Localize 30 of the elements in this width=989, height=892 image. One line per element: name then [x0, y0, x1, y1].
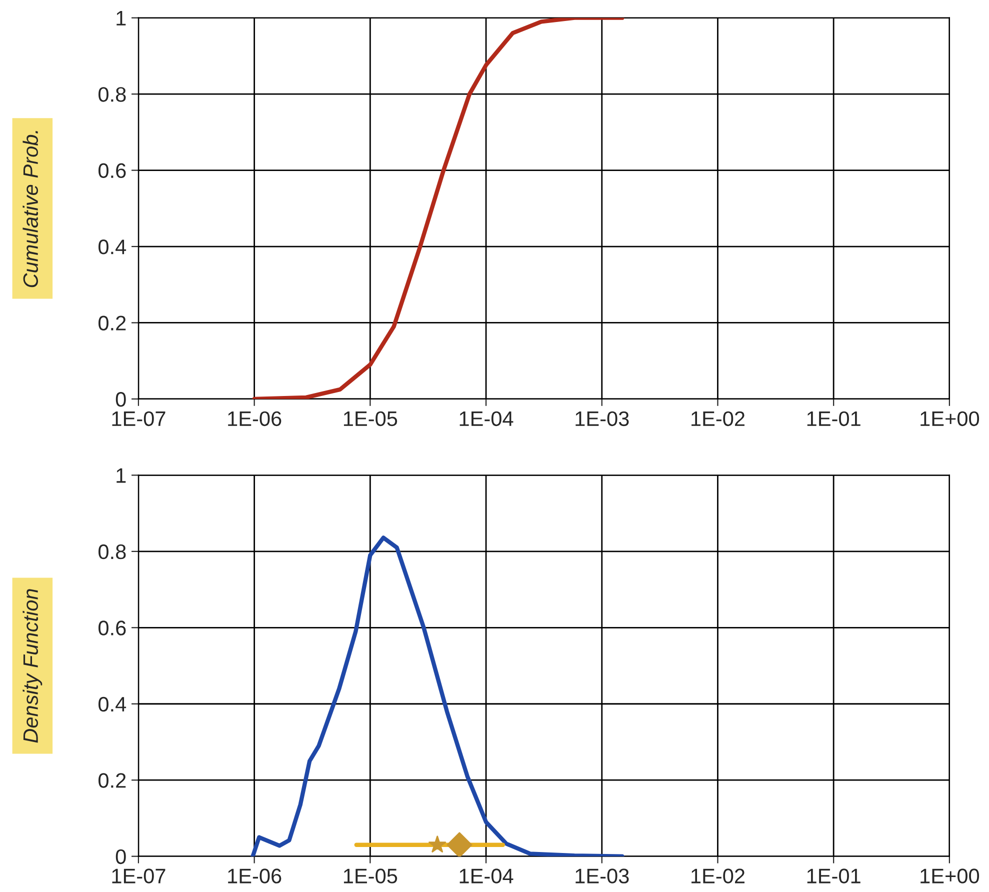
y-tick-label: 0.2: [98, 773, 126, 788]
y-tick-label: 0.8: [98, 87, 126, 102]
x-tick-label: 1E+00: [920, 411, 980, 426]
x-tick-label: 1E-06: [228, 868, 282, 884]
x-tick-label: 1E-07: [112, 411, 166, 426]
x-tick-label: 1E-04: [460, 411, 514, 426]
y-tick-label: 0.6: [98, 620, 126, 636]
y-tick-label: 1: [116, 11, 126, 26]
y-tick-label: 0.8: [98, 544, 126, 560]
x-tick-label: 1E-05: [344, 411, 398, 426]
y-tick-label: 0: [116, 392, 126, 407]
y-tick-label: 1: [116, 468, 126, 483]
y-tick-label: 0: [116, 849, 126, 864]
y-tick-label: 0.4: [98, 240, 126, 254]
x-tick-label: 1E-05: [344, 868, 398, 884]
x-tick-label: 1E-03: [576, 411, 629, 426]
x-tick-label: 1E-04: [460, 868, 514, 884]
y-tick-label: 0.6: [98, 163, 126, 178]
x-tick-label: 1E-07: [112, 868, 166, 884]
y-tick-label: 0.4: [98, 696, 126, 712]
x-tick-label: 1E-02: [692, 411, 744, 426]
x-tick-label: 1E+00: [920, 868, 980, 884]
x-tick-label: 1E-06: [228, 411, 282, 426]
x-tick-label: 1E-01: [807, 411, 860, 426]
y-axis-title: Cumulative Prob.: [22, 131, 38, 288]
x-tick-label: 1E-01: [807, 868, 860, 884]
y-tick-label: 0.2: [98, 316, 126, 330]
y-axis-title: Density Function: [22, 589, 42, 743]
x-tick-label: 1E-02: [692, 868, 744, 884]
x-tick-label: 1E-03: [576, 868, 629, 884]
